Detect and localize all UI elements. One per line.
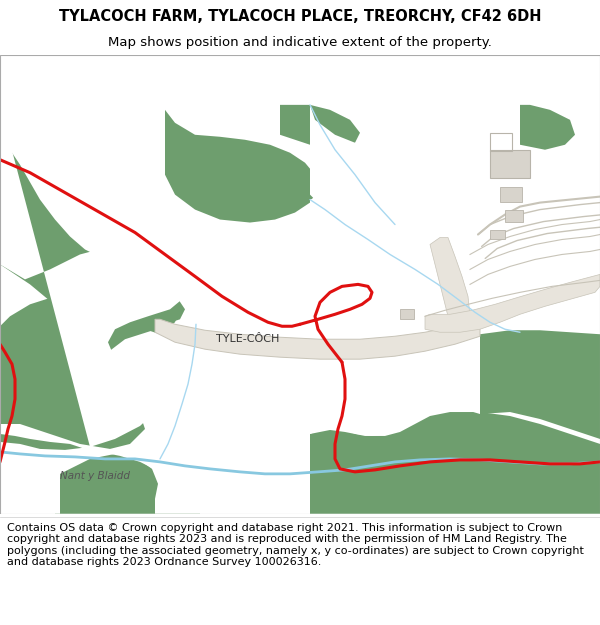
Polygon shape <box>165 105 318 222</box>
Bar <box>490 150 530 178</box>
Bar <box>490 132 512 151</box>
Polygon shape <box>310 412 600 514</box>
Polygon shape <box>310 189 480 339</box>
Polygon shape <box>0 105 480 514</box>
Text: Contains OS data © Crown copyright and database right 2021. This information is : Contains OS data © Crown copyright and d… <box>7 522 584 568</box>
Polygon shape <box>0 434 90 484</box>
Polygon shape <box>310 105 432 219</box>
Polygon shape <box>145 254 180 334</box>
Polygon shape <box>155 319 480 359</box>
Polygon shape <box>0 294 168 446</box>
Polygon shape <box>55 450 200 514</box>
Bar <box>505 209 523 221</box>
Polygon shape <box>430 238 470 326</box>
Text: TYLACOCH FARM, TYLACOCH PLACE, TREORCHY, CF42 6DH: TYLACOCH FARM, TYLACOCH PLACE, TREORCHY,… <box>59 9 541 24</box>
Text: TYLE-CÔCH: TYLE-CÔCH <box>217 334 280 344</box>
Polygon shape <box>480 330 600 439</box>
Polygon shape <box>425 274 600 332</box>
Polygon shape <box>280 105 360 147</box>
Polygon shape <box>520 105 575 150</box>
Text: Map shows position and indicative extent of the property.: Map shows position and indicative extent… <box>108 36 492 49</box>
Bar <box>490 229 505 239</box>
Text: Nant y Blaidd: Nant y Blaidd <box>60 471 130 481</box>
Polygon shape <box>0 105 185 449</box>
Bar <box>400 309 414 319</box>
Bar <box>500 187 522 202</box>
